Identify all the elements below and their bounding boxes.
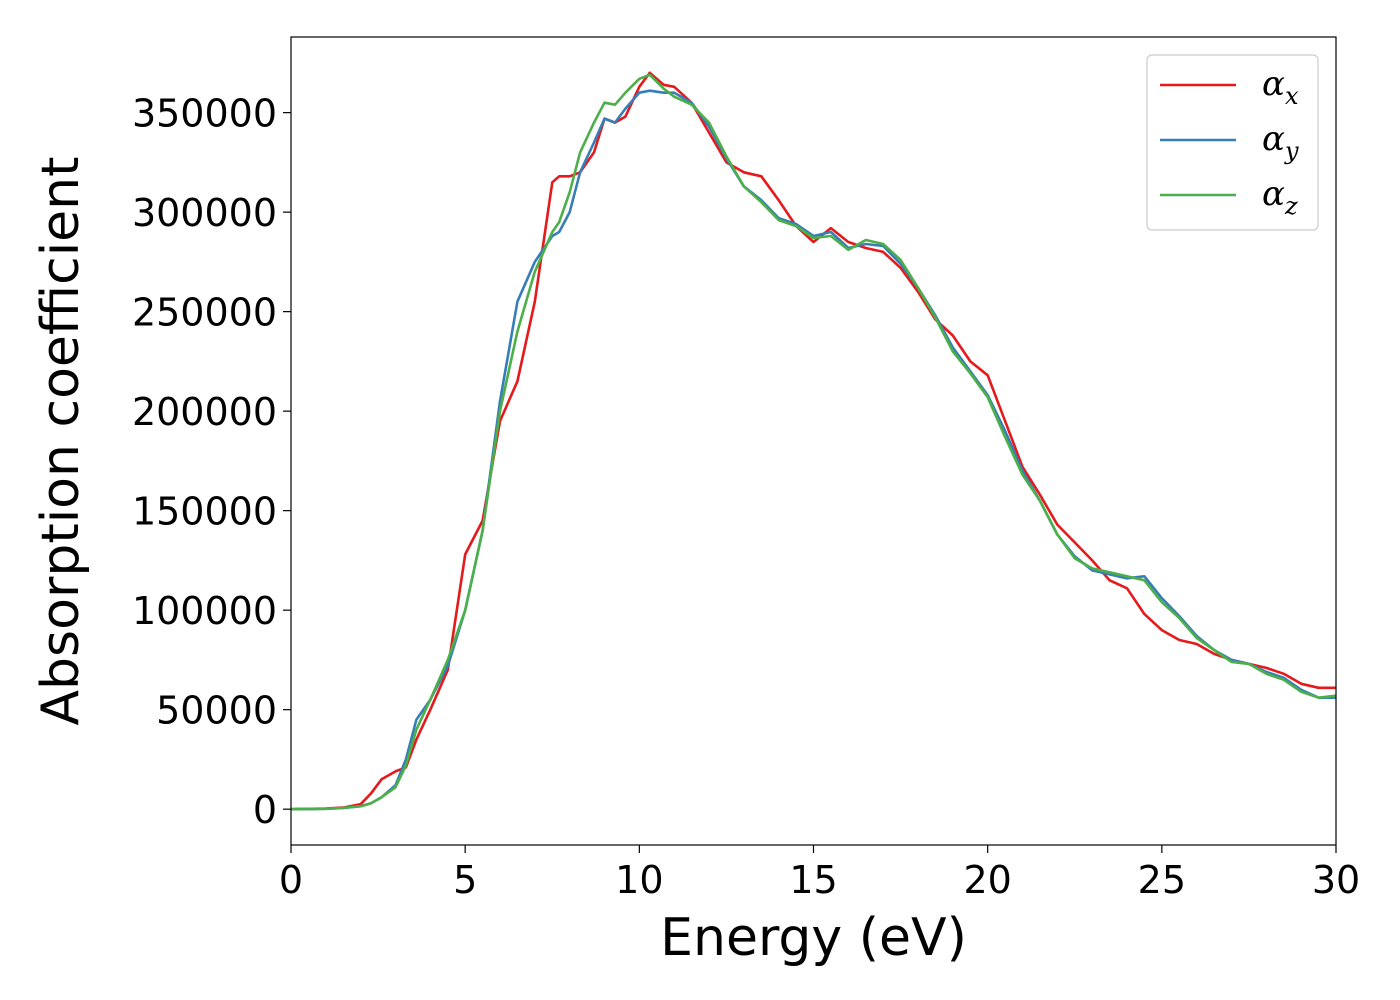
x-tick-label: 15 (789, 858, 837, 902)
y-tick-label: 0 (253, 788, 277, 832)
x-tick-label: 5 (453, 858, 477, 902)
y-tick-label: 350000 (132, 92, 277, 136)
y-axis-label: Absorption coefficient (31, 156, 91, 725)
x-tick-label: 25 (1138, 858, 1186, 902)
x-axis-label: Energy (eV) (660, 908, 967, 968)
series-line-z (290, 73, 1337, 811)
y-tick-label: 150000 (132, 490, 277, 534)
y-tick-label: 50000 (156, 689, 277, 733)
y-tick-label: 200000 (132, 390, 277, 434)
y-tick-label: 100000 (132, 589, 277, 633)
legend-box (1146, 54, 1319, 231)
x-tick-label: 0 (279, 858, 303, 902)
y-axis-ticks: 0 50000 100000 150000 200000 250000 300000 3500… (132, 92, 291, 832)
series-lines (290, 71, 1337, 811)
y-tick-label: 250000 (132, 291, 277, 335)
x-axis-ticks: 0 5 10 15 20 25 30 (279, 845, 1360, 902)
x-tick-label: 20 (963, 858, 1011, 902)
y-tick-label: 300000 (132, 191, 277, 235)
x-tick-label: 30 (1312, 858, 1360, 902)
x-tick-label: 10 (615, 858, 663, 902)
series-line-x (290, 71, 1336, 811)
